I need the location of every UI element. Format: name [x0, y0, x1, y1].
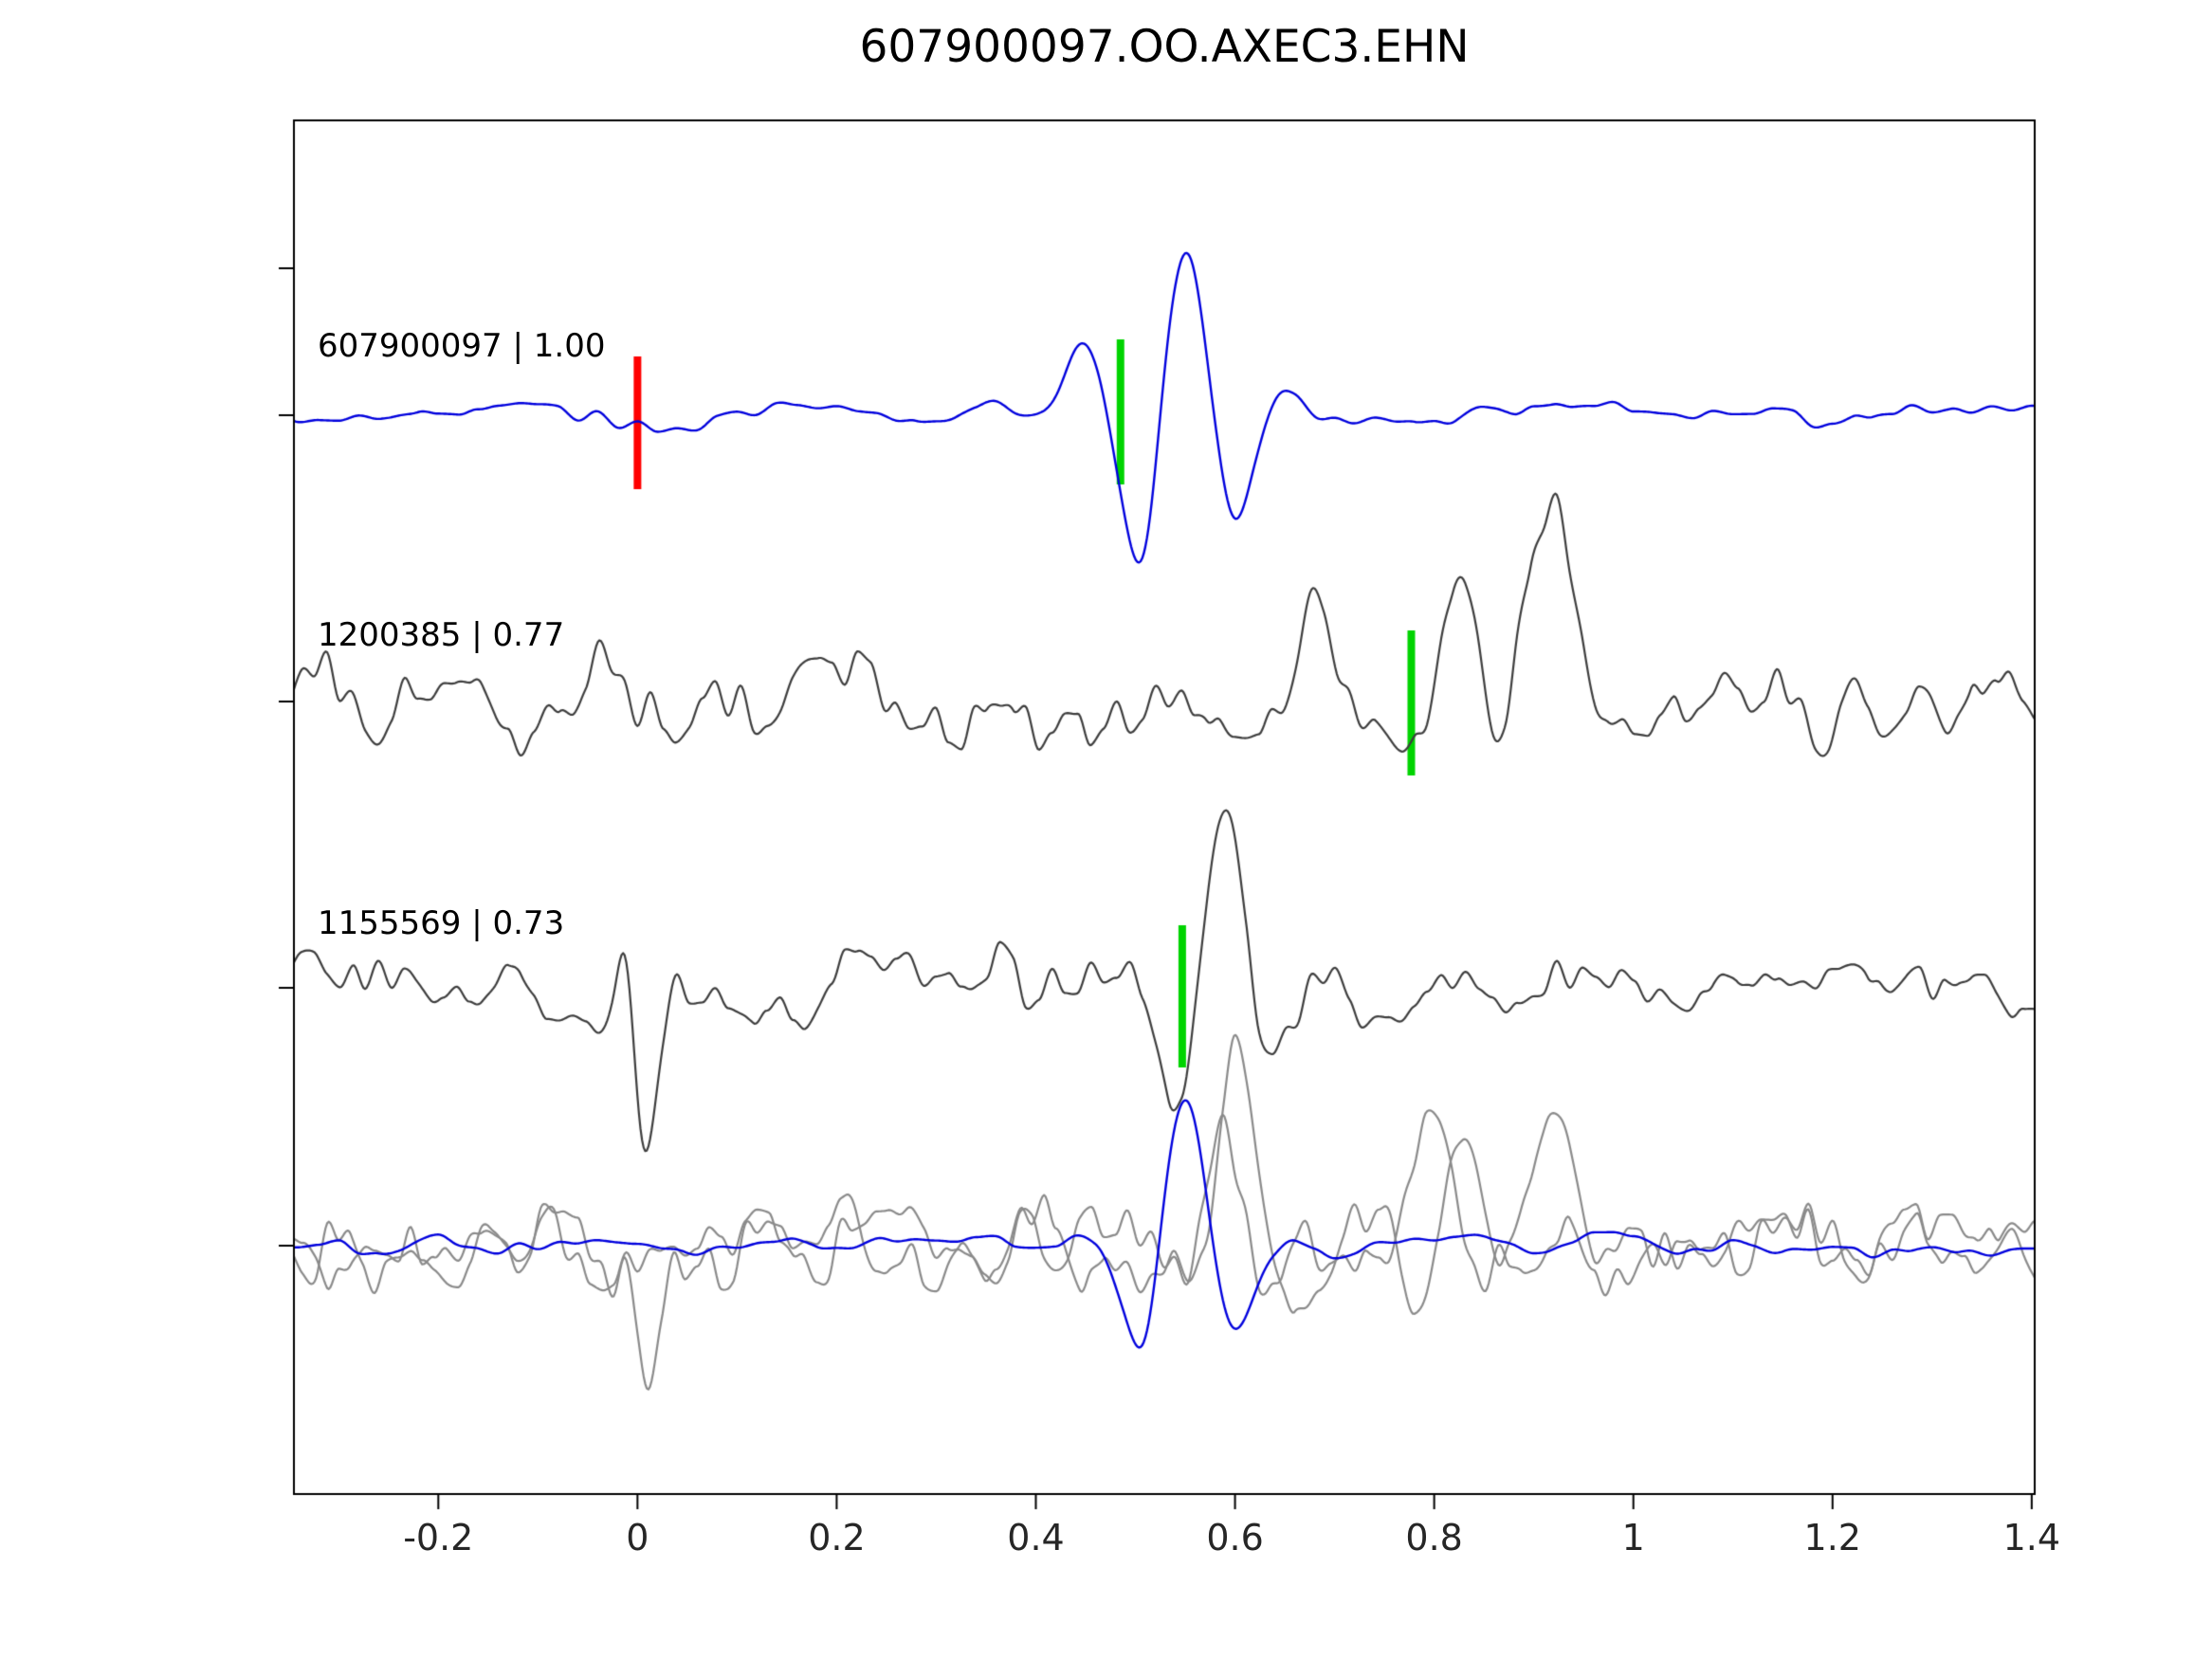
x-tick-label: 0.6 — [1206, 1517, 1264, 1559]
chart-title: 607900097.OO.AXEC3.EHN — [859, 21, 1470, 73]
trace-label-target: 607900097 | 1.00 — [318, 327, 606, 365]
x-tick-label: 1.4 — [2002, 1517, 2061, 1559]
x-tick-label: 1 — [1621, 1517, 1645, 1559]
x-tick-label: 1.2 — [1803, 1517, 1861, 1559]
trace-label-match-1: 1200385 | 0.77 — [318, 616, 565, 654]
x-tick-label: 0 — [626, 1517, 649, 1559]
x-tick-label: -0.2 — [403, 1517, 474, 1559]
x-tick-label: 0.2 — [808, 1517, 866, 1559]
x-tick-label: 0.8 — [1405, 1517, 1463, 1559]
x-tick-label: 0.4 — [1007, 1517, 1065, 1559]
trace-label-match-2: 1155569 | 0.73 — [318, 904, 565, 942]
